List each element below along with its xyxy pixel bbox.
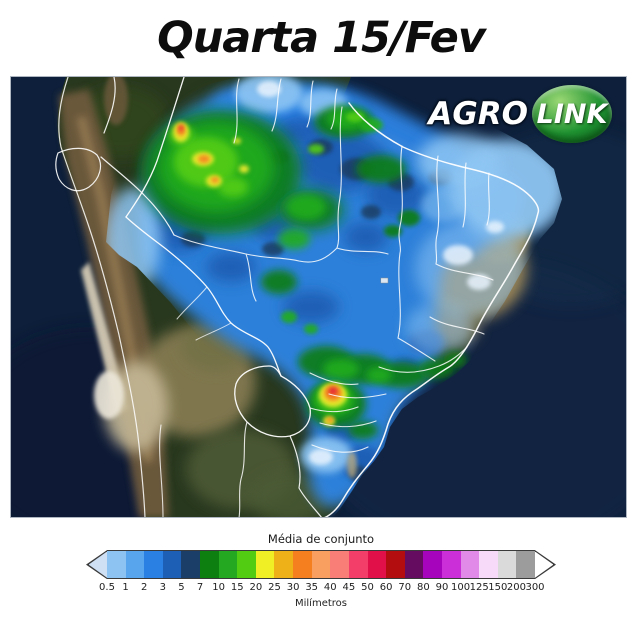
- colorbar-segment: [348, 551, 368, 579]
- colorbar-segment: [218, 551, 238, 579]
- precipitation-colorbar: Média de conjunto 0.5 1 2 3 5 7 10 15 20 25 30 35 40…: [86, 532, 556, 609]
- colorbar-title: Média de conjunto: [267, 532, 375, 547]
- colorbar-bar: [86, 550, 556, 580]
- colorbar-tick-label: 150: [488, 582, 508, 594]
- colorbar-segment: [237, 551, 256, 579]
- colorbar-segment: [516, 551, 536, 579]
- under-range-arrow: [86, 550, 107, 580]
- colorbar-segment: [162, 551, 182, 579]
- colorbar-segment: [181, 551, 201, 579]
- south-america-precipitation-map: [11, 77, 626, 518]
- colorbar-segment: [107, 551, 126, 579]
- logo-text-agro: AGRO: [428, 96, 528, 133]
- colorbar-segment: [293, 551, 312, 579]
- colorbar-segment: [497, 551, 517, 579]
- colorbar-tick-label: 200: [506, 582, 526, 594]
- colorbar-segment: [125, 551, 145, 579]
- colorbar-tick-label: 2: [141, 582, 148, 594]
- colorbar-tick-label: 1: [122, 582, 129, 594]
- colorbar-tick-label: 80: [416, 582, 430, 594]
- colorbar-unit: Milímetros: [295, 598, 347, 610]
- colorbar-segment: [367, 551, 387, 579]
- colorbar-tick-label: 20: [249, 582, 263, 594]
- colorbar-segment: [200, 551, 219, 579]
- colorbar-tick-label: 300: [525, 582, 545, 594]
- colorbar-tick-label: 15: [230, 582, 244, 594]
- colorbar-segment: [255, 551, 275, 579]
- over-range-arrow: [535, 550, 556, 580]
- colorbar-segment: [330, 551, 349, 579]
- colorbar-segment: [311, 551, 331, 579]
- colorbar-tick-label: 60: [379, 582, 393, 594]
- colorbar-tick-label: 40: [323, 582, 337, 594]
- colorbar-tick-label: 5: [178, 582, 185, 594]
- colorbar-tick-label: 125: [469, 582, 489, 594]
- agrolink-logo: AGRO LINK: [428, 85, 612, 144]
- colorbar-segment: [441, 551, 461, 579]
- colorbar-tick-label: 45: [342, 582, 356, 594]
- colorbar-tick-labels: 0.5 1 2 3 5 7 10 15 20 25 30 35 40 45 50 60 70 80 90 100 125…: [86, 582, 556, 595]
- logo-ball: LINK: [532, 85, 612, 144]
- colorbar-tick-label: 30: [286, 582, 300, 594]
- colorbar-tick-label: 50: [361, 582, 374, 594]
- colorbar-segment: [460, 551, 480, 579]
- colorbar-tick-label: 10: [212, 582, 226, 594]
- colorbar-tick-label: 100: [451, 582, 471, 594]
- colorbar-tick-label: 35: [305, 582, 319, 594]
- colorbar-segment: [479, 551, 498, 579]
- colorbar-tick-label: 25: [268, 582, 281, 594]
- colorbar-tick-label: 70: [398, 582, 412, 594]
- colorbar-segments: [107, 550, 536, 580]
- page-title: Quarta 15/Fev: [157, 13, 486, 63]
- borders-layer: [55, 77, 540, 518]
- colorbar-segment: [423, 551, 442, 579]
- colorbar-segment: [274, 551, 294, 579]
- colorbar-tick-label: 3: [159, 582, 166, 594]
- colorbar-tick-label: 0.5: [99, 582, 115, 594]
- colorbar-segment: [404, 551, 424, 579]
- colorbar-tick-label: 7: [196, 582, 204, 594]
- colorbar-tick-label: 90: [435, 582, 449, 594]
- colorbar-segment: [386, 551, 405, 579]
- logo-text-link: LINK: [536, 98, 608, 130]
- weather-map: AGRO LINK: [10, 76, 627, 519]
- colorbar-segment: [144, 551, 163, 579]
